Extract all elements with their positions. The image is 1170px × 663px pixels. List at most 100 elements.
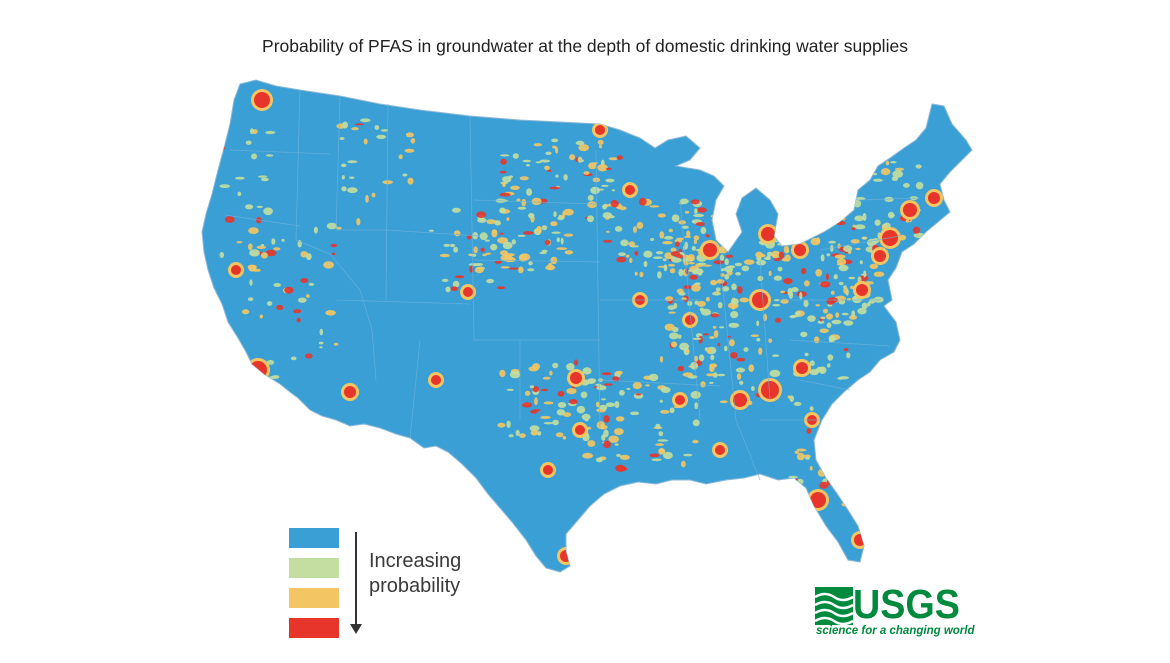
probability-patch bbox=[602, 239, 613, 243]
probability-patch bbox=[319, 346, 323, 349]
probability-patch bbox=[814, 336, 820, 344]
probability-patch bbox=[605, 167, 612, 170]
probability-patch bbox=[333, 342, 339, 346]
hotspot bbox=[703, 243, 717, 257]
probability-patch bbox=[248, 265, 257, 272]
probability-patch bbox=[499, 369, 506, 378]
probability-patch bbox=[260, 244, 265, 247]
probability-patch bbox=[771, 250, 781, 259]
probability-patch bbox=[510, 185, 520, 190]
probability-patch bbox=[804, 352, 809, 357]
probability-patch bbox=[371, 192, 376, 198]
probability-patch bbox=[619, 206, 627, 211]
probability-patch bbox=[339, 137, 345, 140]
probability-patch bbox=[599, 144, 602, 149]
probability-patch bbox=[615, 416, 625, 422]
probability-patch bbox=[735, 367, 746, 373]
probability-patch bbox=[655, 251, 664, 255]
probability-patch bbox=[861, 166, 866, 170]
probability-patch bbox=[581, 413, 591, 421]
probability-patch bbox=[843, 285, 847, 289]
probability-patch bbox=[677, 365, 685, 372]
probability-patch bbox=[248, 227, 259, 235]
probability-patch bbox=[499, 232, 504, 235]
probability-patch bbox=[266, 360, 275, 365]
probability-patch bbox=[892, 170, 904, 178]
usgs-tagline: science for a changing world bbox=[816, 625, 975, 637]
probability-patch bbox=[313, 226, 318, 234]
probability-patch bbox=[837, 243, 841, 249]
probability-patch bbox=[669, 332, 679, 340]
probability-patch bbox=[839, 395, 850, 402]
probability-patch bbox=[832, 470, 840, 477]
probability-patch bbox=[815, 269, 823, 277]
probability-patch bbox=[828, 335, 836, 343]
probability-patch bbox=[719, 229, 723, 233]
probability-patch bbox=[880, 168, 891, 176]
probability-patch bbox=[528, 212, 535, 219]
probability-patch bbox=[638, 197, 647, 206]
probability-patch bbox=[847, 477, 851, 482]
probability-patch bbox=[895, 167, 904, 171]
probability-patch bbox=[657, 213, 666, 218]
probability-patch bbox=[593, 162, 598, 165]
probability-patch bbox=[720, 245, 728, 254]
probability-patch bbox=[826, 313, 833, 320]
probability-patch bbox=[724, 345, 728, 352]
probability-patch bbox=[671, 257, 682, 263]
probability-patch bbox=[659, 231, 665, 239]
probability-patch bbox=[743, 259, 755, 265]
probability-patch bbox=[773, 275, 783, 281]
probability-patch bbox=[694, 282, 701, 286]
probability-patch bbox=[851, 310, 855, 317]
usgs-logo: USGS science for a changing world bbox=[815, 581, 974, 645]
probability-patch bbox=[685, 350, 690, 353]
probability-patch bbox=[474, 267, 484, 274]
probability-patch bbox=[602, 212, 613, 219]
probability-patch bbox=[517, 206, 527, 210]
probability-patch bbox=[476, 211, 487, 218]
probability-patch bbox=[915, 164, 922, 169]
probability-patch bbox=[846, 352, 851, 359]
probability-patch bbox=[736, 373, 742, 380]
probability-patch bbox=[850, 285, 855, 290]
probability-patch bbox=[848, 169, 859, 174]
probability-patch bbox=[555, 174, 559, 178]
probability-patch bbox=[518, 266, 524, 274]
probability-patch bbox=[450, 286, 458, 292]
probability-patch bbox=[681, 460, 686, 468]
probability-patch bbox=[846, 298, 852, 301]
probability-patch bbox=[365, 194, 369, 203]
probability-patch bbox=[305, 353, 313, 359]
probability-patch bbox=[713, 260, 725, 265]
probability-patch bbox=[756, 338, 761, 342]
hotspot bbox=[761, 227, 775, 241]
probability-patch bbox=[768, 338, 773, 343]
probability-patch bbox=[341, 175, 345, 180]
probability-patch bbox=[767, 251, 773, 256]
probability-patch bbox=[506, 388, 515, 391]
hotspot bbox=[543, 465, 553, 475]
hotspot bbox=[856, 284, 868, 296]
probability-patch bbox=[660, 386, 671, 393]
probability-patch bbox=[821, 454, 830, 457]
probability-patch bbox=[783, 278, 793, 285]
probability-patch bbox=[363, 138, 368, 145]
probability-patch bbox=[649, 453, 660, 458]
probability-patch bbox=[692, 337, 702, 340]
probability-patch bbox=[855, 197, 866, 200]
probability-patch bbox=[336, 226, 342, 230]
probability-patch bbox=[486, 219, 496, 225]
legend-swatch-medium bbox=[289, 588, 339, 608]
probability-patch bbox=[595, 383, 602, 386]
probability-patch bbox=[635, 393, 642, 396]
probability-patch bbox=[684, 241, 689, 250]
probability-patch bbox=[846, 208, 854, 211]
probability-patch bbox=[619, 389, 625, 396]
probability-patch bbox=[557, 402, 567, 408]
probability-patch bbox=[474, 263, 484, 266]
probability-patch bbox=[885, 160, 890, 166]
probability-patch bbox=[360, 118, 371, 123]
probability-patch bbox=[582, 367, 592, 375]
probability-patch bbox=[806, 428, 812, 434]
